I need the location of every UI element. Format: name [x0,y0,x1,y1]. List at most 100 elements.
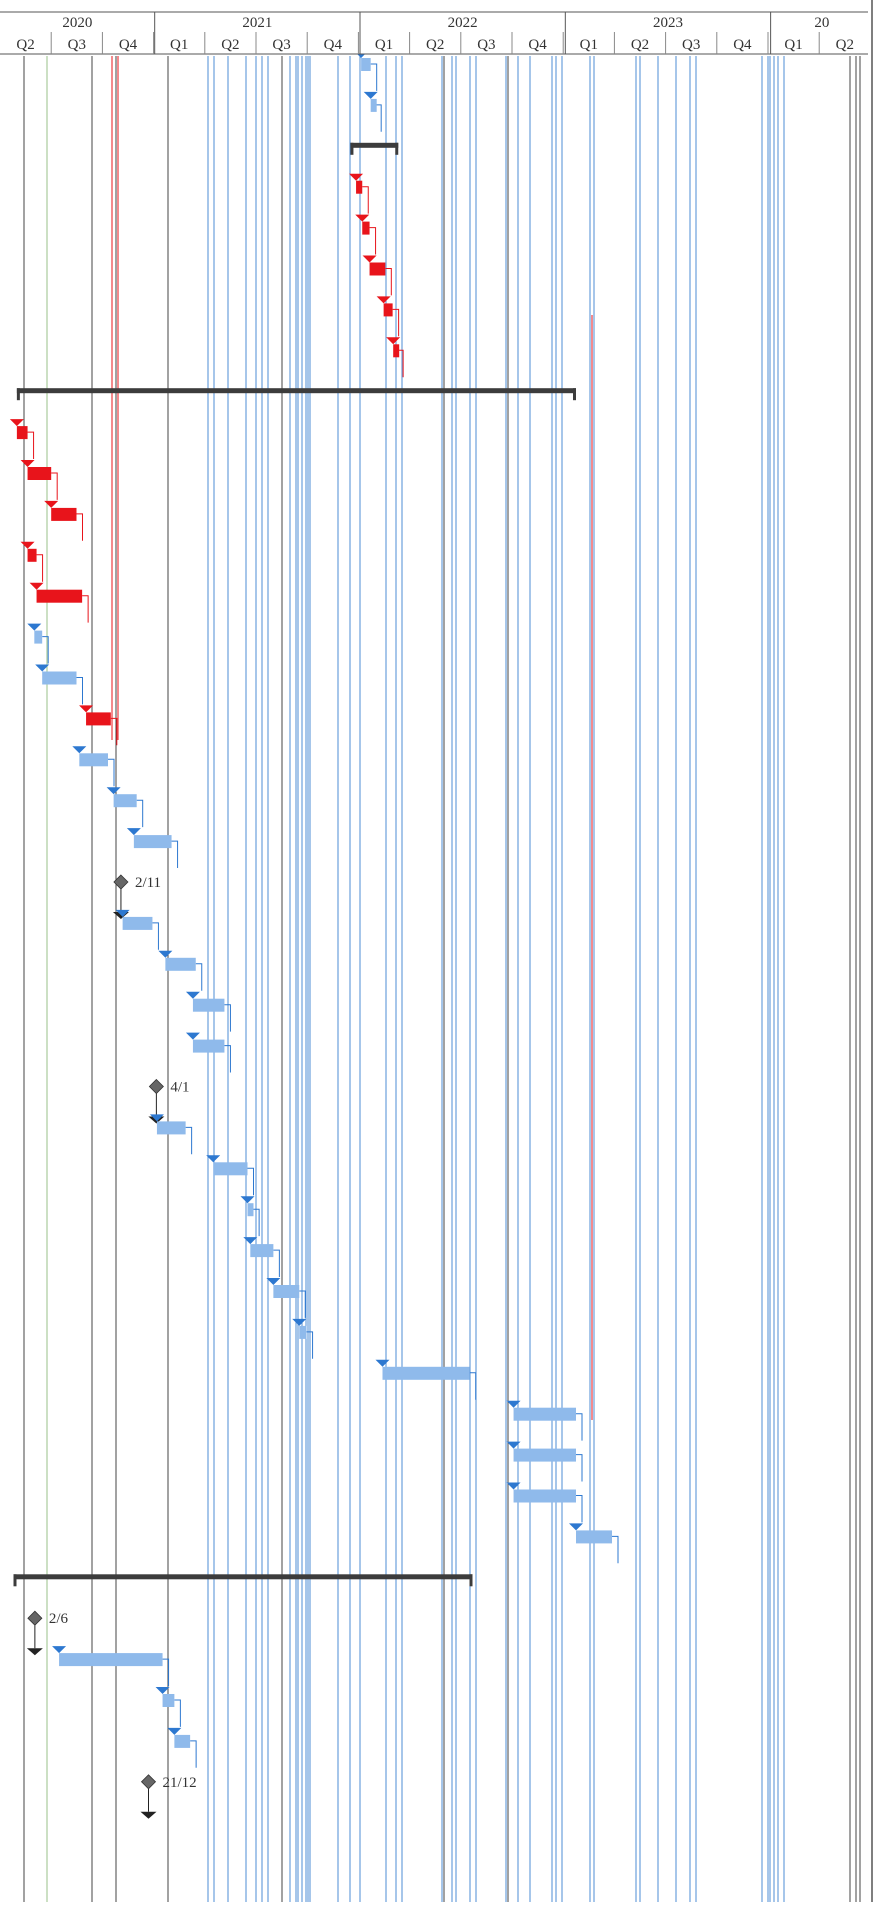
critical-task-bar [356,180,363,194]
task-bar [174,1734,191,1748]
task-bar [42,671,77,685]
dependency-link [174,1699,181,1727]
milestone-date-label: 2/6 [49,1611,69,1627]
dependency-arrowhead [349,173,364,181]
quarter-label: Q2 [836,37,854,53]
critical-task-bar [86,712,111,726]
quarter-label: Q2 [221,37,239,53]
task-bar [250,1244,274,1258]
milestone-date-label: 21/12 [163,1775,197,1791]
dependency-arrowhead [106,787,121,795]
dependency-link [51,472,58,500]
quarter-label: Q2 [426,37,444,53]
task-bar [79,753,108,767]
dependency-link [375,104,382,132]
quarter-label: Q4 [119,37,138,53]
task-bar [361,58,371,71]
dependency-link [299,1290,306,1318]
dependency-arrowhead [158,950,173,958]
task-bar [122,916,153,930]
task-bar [213,1162,248,1176]
summary-bar-start-cap [350,142,354,155]
dependency-arrowhead [292,1318,307,1326]
critical-task-bar [51,507,77,521]
task-bar [162,1694,175,1707]
quarter-label: Q1 [375,37,393,53]
year-label: 2020 [62,15,92,31]
summary-bar [350,142,399,148]
task-bar [156,1121,186,1135]
dependency-arrowhead [167,1727,182,1735]
dependency-link [76,513,83,541]
summary-bar-end-cap [573,388,576,401]
dependency-link [392,308,400,337]
dependency-link [190,1740,197,1768]
summary-bar-start-cap [13,1574,17,1587]
quarter-label: Q3 [68,37,86,53]
dependency-arrowhead [29,582,44,590]
dependency-link [385,268,392,296]
task-bar [370,98,377,112]
dependency-arrowhead [79,705,94,713]
gridlines [23,56,861,1902]
dependency-link [36,554,44,582]
dependency-link [195,963,203,991]
critical-task-bar [369,262,386,276]
task-bars: 2/11 4/1 2/6 21/12 [9,51,612,1819]
summary-bar-end-cap [395,142,399,155]
dependency-arrowhead [362,255,377,263]
milestone-diamond [148,1078,164,1095]
dependency-arrowhead [52,1646,67,1654]
dependency-link [42,636,49,664]
task-bar [133,835,172,849]
dependency-link [76,677,83,705]
dependency-arrowhead [27,623,42,631]
dependency-link [185,1126,193,1155]
dependency-arrowhead [72,746,87,754]
task-bar [576,1530,612,1544]
critical-task-bar [393,344,400,358]
task-bar [513,1448,576,1462]
dependency-arrowhead [126,828,141,836]
task-bar [382,1366,470,1380]
task-bar [59,1653,163,1667]
dependency-link [136,799,144,828]
dependency-link [224,1045,231,1073]
task-bar [165,957,196,971]
dependency-link [612,1535,619,1564]
dependency-link [369,227,377,255]
dependency-link [152,922,159,950]
dependency-link [469,1372,477,1400]
dependency-arrowhead [35,664,50,672]
dependency-link [362,186,369,214]
header-background [0,0,884,54]
quarter-label: Q4 [733,37,752,53]
critical-task-bar [27,548,37,562]
dependency-arrowhead [355,214,370,222]
quarter-label: Q1 [170,37,188,53]
dependency-arrowhead [155,1687,170,1694]
dependency-arrowhead [376,296,391,304]
critical-task-bar [16,426,28,440]
milestone-arrowhead [140,1811,157,1819]
summary-bar-start-cap [16,388,20,401]
critical-task-bar [36,589,83,603]
quarter-label: Q4 [528,37,547,53]
milestone-diamond [140,1774,157,1790]
dependency-arrowhead [149,1114,164,1122]
dependency-link [370,63,378,91]
dependency-link [247,1167,254,1196]
quarter-label: Q2 [631,37,649,53]
dependency-arrowhead [266,1278,281,1285]
dependency-links [27,63,619,1812]
dependency-link [110,717,118,746]
task-bar [34,630,43,644]
year-label: 2022 [448,15,478,31]
dependency-arrowhead [206,1155,221,1163]
year-label: 2023 [653,15,683,31]
dependency-link [224,1004,231,1032]
critical-task-bar [362,221,370,235]
dependency-arrowhead [44,500,59,508]
